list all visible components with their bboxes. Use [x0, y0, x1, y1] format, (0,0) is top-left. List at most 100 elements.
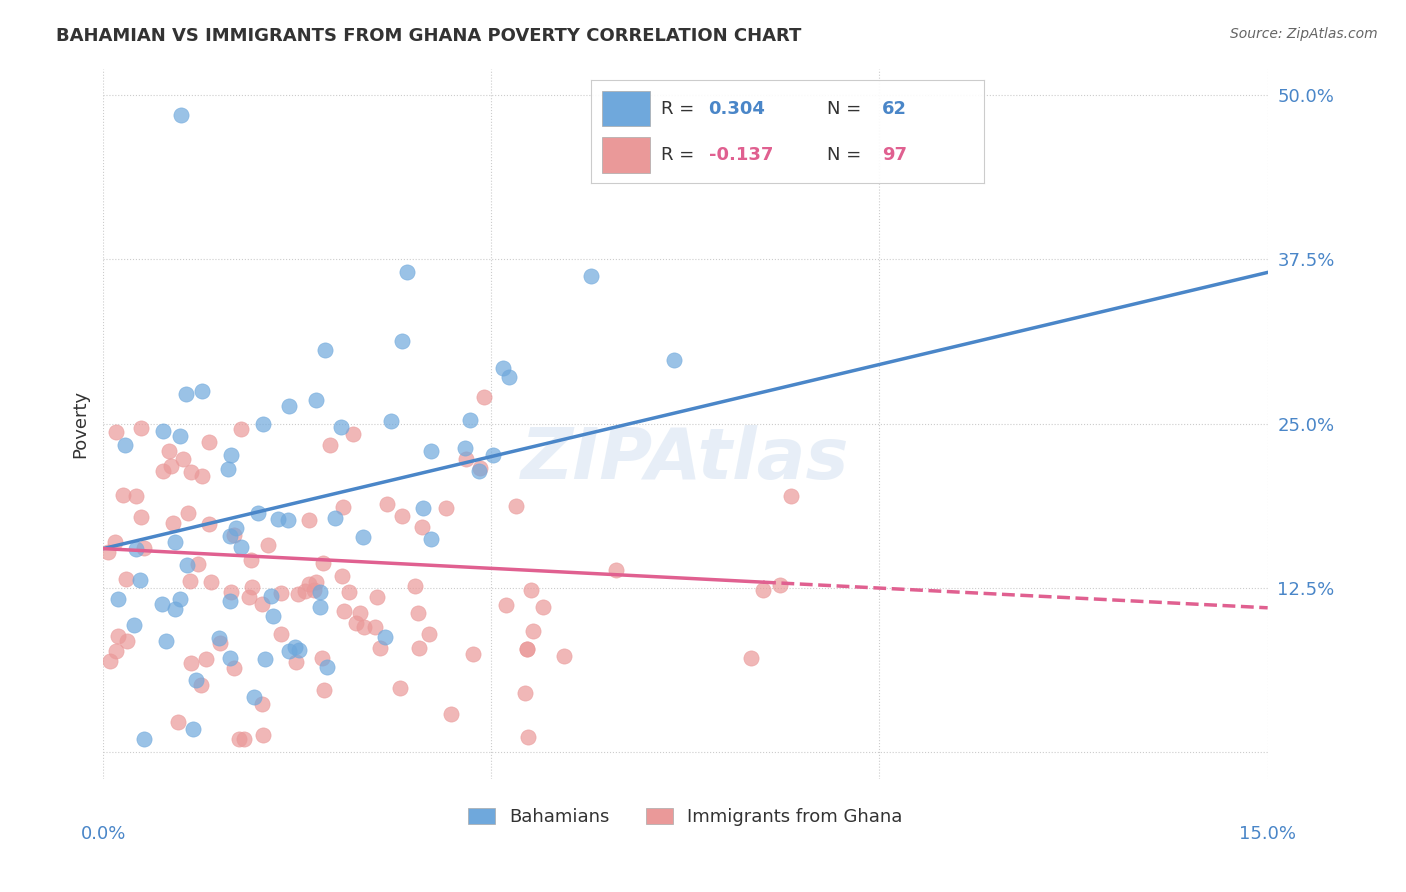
- Point: [520, 582, 543, 597]
- Point: [312, 556, 335, 570]
- Point: [434, 501, 457, 516]
- Point: [225, 521, 247, 535]
- Point: [217, 462, 239, 476]
- Point: [270, 586, 292, 600]
- Point: [420, 532, 443, 546]
- Point: [187, 557, 209, 571]
- Point: [302, 582, 325, 597]
- Point: [284, 656, 307, 670]
- Text: R =: R =: [661, 100, 700, 118]
- Point: [107, 629, 129, 643]
- Point: [498, 369, 520, 384]
- Point: [209, 635, 232, 649]
- Point: [176, 558, 198, 573]
- Point: [163, 535, 186, 549]
- Text: BAHAMIAN VS IMMIGRANTS FROM GHANA POVERTY CORRELATION CHART: BAHAMIAN VS IMMIGRANTS FROM GHANA POVERT…: [56, 27, 801, 45]
- Point: [250, 597, 273, 611]
- Point: [752, 583, 775, 598]
- Text: 62: 62: [882, 100, 907, 118]
- Point: [517, 730, 540, 744]
- Point: [287, 587, 309, 601]
- Point: [319, 438, 342, 452]
- Point: [190, 468, 212, 483]
- Point: [270, 627, 292, 641]
- Point: [267, 512, 290, 526]
- FancyBboxPatch shape: [602, 91, 650, 127]
- Point: [516, 641, 538, 656]
- Point: [314, 682, 336, 697]
- Text: -0.137: -0.137: [709, 146, 773, 164]
- Point: [375, 497, 398, 511]
- Point: [309, 599, 332, 614]
- Point: [364, 620, 387, 634]
- Point: [374, 630, 396, 644]
- Point: [454, 441, 477, 455]
- Point: [152, 464, 174, 478]
- Point: [190, 678, 212, 692]
- Point: [252, 417, 274, 431]
- Point: [195, 652, 218, 666]
- Point: [105, 644, 128, 658]
- Point: [124, 618, 146, 632]
- Point: [605, 563, 627, 577]
- Point: [404, 579, 426, 593]
- Point: [418, 627, 440, 641]
- Point: [177, 507, 200, 521]
- Point: [454, 452, 477, 467]
- Point: [157, 444, 180, 458]
- Point: [440, 707, 463, 722]
- Point: [352, 530, 374, 544]
- Point: [768, 578, 790, 592]
- Point: [408, 640, 430, 655]
- Point: [294, 583, 316, 598]
- Point: [470, 461, 492, 475]
- Point: [516, 642, 538, 657]
- Point: [169, 429, 191, 443]
- Point: [180, 656, 202, 670]
- Point: [219, 448, 242, 462]
- Point: [229, 540, 252, 554]
- Point: [252, 727, 274, 741]
- Point: [222, 528, 245, 542]
- Point: [107, 592, 129, 607]
- Point: [411, 520, 433, 534]
- Point: [184, 673, 207, 688]
- Point: [247, 506, 270, 520]
- Point: [329, 420, 352, 434]
- Point: [115, 634, 138, 648]
- Point: [260, 589, 283, 603]
- Point: [240, 552, 263, 566]
- Point: [342, 426, 364, 441]
- Point: [104, 534, 127, 549]
- Point: [198, 517, 221, 532]
- Point: [240, 580, 263, 594]
- Point: [256, 538, 278, 552]
- Point: [353, 620, 375, 634]
- Point: [308, 585, 330, 599]
- Point: [219, 594, 242, 608]
- Point: [222, 661, 245, 675]
- Legend: Bahamians, Immigrants from Ghana: Bahamians, Immigrants from Ghana: [461, 801, 910, 834]
- Point: [112, 488, 135, 502]
- Text: Source: ZipAtlas.com: Source: ZipAtlas.com: [1230, 27, 1378, 41]
- Point: [406, 606, 429, 620]
- Point: [305, 392, 328, 407]
- Point: [332, 603, 354, 617]
- Point: [305, 574, 328, 589]
- Point: [104, 425, 127, 439]
- Point: [129, 421, 152, 435]
- Point: [262, 609, 284, 624]
- Point: [200, 575, 222, 590]
- Point: [238, 590, 260, 604]
- Point: [389, 681, 412, 695]
- Point: [531, 600, 554, 615]
- Point: [252, 697, 274, 711]
- Point: [380, 414, 402, 428]
- Point: [219, 650, 242, 665]
- Point: [132, 732, 155, 747]
- Point: [170, 107, 193, 121]
- Point: [337, 584, 360, 599]
- Point: [288, 643, 311, 657]
- Point: [344, 616, 367, 631]
- Point: [152, 424, 174, 438]
